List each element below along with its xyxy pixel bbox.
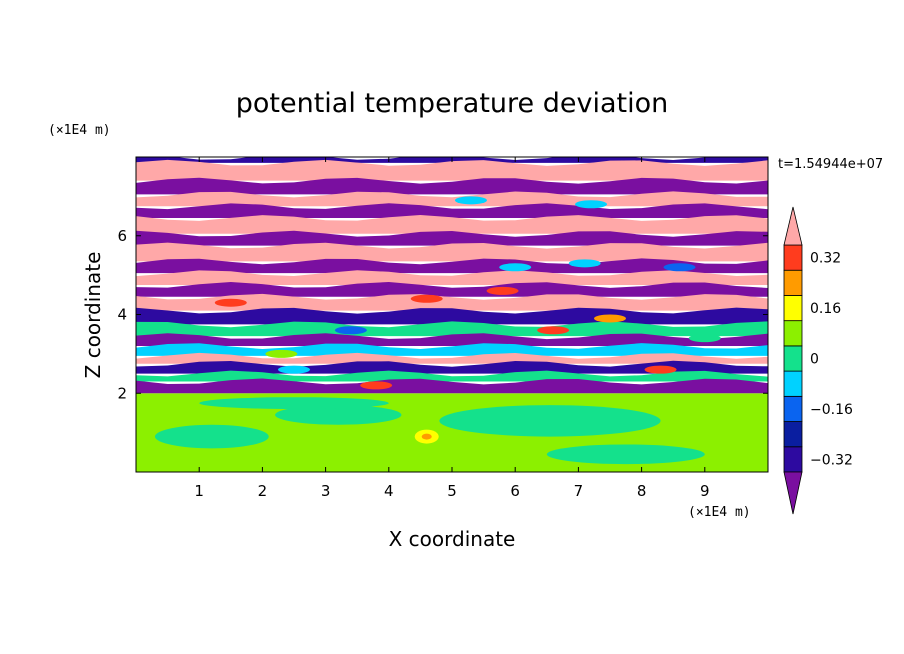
field-eddy: [644, 365, 677, 374]
field-eddy: [499, 263, 532, 272]
field-eddy: [214, 298, 247, 307]
colorbar-tick-label: 0.16: [810, 301, 841, 317]
field-band: [136, 282, 768, 297]
field-eddy: [537, 326, 570, 335]
colorbar-box: [783, 320, 803, 347]
field-patch: [546, 444, 705, 465]
field-band: [136, 258, 768, 274]
y-tick-label: 6: [117, 227, 127, 245]
colorbar-box: [783, 395, 803, 422]
x-tick-label: 2: [258, 482, 268, 500]
x-tick-label: 4: [384, 482, 394, 500]
field-band: [136, 177, 768, 195]
field-patch: [421, 433, 432, 440]
field-eddy: [688, 334, 721, 343]
field-band: [136, 191, 768, 207]
field-eddy: [265, 349, 298, 358]
field-band: [136, 333, 768, 346]
field-patch: [199, 397, 389, 409]
x-tick-label: 9: [700, 482, 710, 500]
field-eddy: [486, 286, 519, 295]
colorbar-tick-label: 0: [810, 352, 819, 368]
field-band: [136, 215, 768, 234]
contour-field: [136, 157, 768, 472]
colorbar-tick-label: 0.32: [810, 251, 841, 267]
colorbar-bottom-arrow: [783, 471, 803, 515]
colorbar-box: [783, 446, 803, 473]
y-tick-label: 2: [117, 384, 127, 402]
time-label: t=1.54944e+07: [778, 157, 883, 172]
field-band: [136, 352, 768, 364]
field-eddy: [594, 314, 626, 323]
x-axis: 1 2 3 4 5 6 7 8 9: [194, 157, 710, 500]
field-patch: [154, 424, 269, 449]
y-axis: 2 4 6: [117, 227, 768, 402]
field-patch: [439, 405, 661, 437]
field-eddy: [278, 365, 310, 374]
field-band: [136, 230, 768, 246]
field-eddy: [663, 263, 696, 272]
y-axis-label: Z coordinate: [81, 252, 105, 379]
chart-title: potential temperature deviation: [236, 88, 668, 119]
colorbar-box: [783, 244, 803, 271]
colorbar-tick-label: −0.32: [810, 452, 853, 468]
field-patch: [275, 405, 402, 425]
colorbar-box: [783, 370, 803, 397]
colorbar-box: [783, 345, 803, 372]
colorbar-tick-label: −0.16: [810, 402, 853, 418]
colorbar-box: [783, 269, 803, 296]
y-tick-label: 4: [117, 306, 127, 324]
x-tick-label: 3: [321, 482, 331, 500]
y-unit-label: (×1E4 m): [48, 123, 111, 138]
colorbar: 0.32 0.16 0 −0.16 −0.32: [783, 206, 853, 515]
field-band: [136, 378, 768, 394]
field-eddy: [575, 200, 608, 209]
x-tick-label: 1: [194, 482, 204, 500]
colorbar-top-arrow: [783, 206, 803, 246]
field-eddy: [360, 381, 393, 390]
x-tick-label: 8: [637, 482, 647, 500]
field-eddy: [334, 326, 367, 335]
field-eddy: [410, 294, 443, 303]
field-band: [136, 159, 768, 181]
field-eddy: [454, 196, 487, 205]
field-band: [136, 293, 768, 311]
colorbar-box: [783, 421, 803, 448]
x-tick-label: 5: [447, 482, 457, 500]
x-tick-label: 7: [574, 482, 584, 500]
field-eddy: [568, 259, 601, 268]
field-band: [136, 370, 768, 382]
field-band: [136, 321, 768, 337]
field-band: [136, 270, 768, 285]
x-axis-label: X coordinate: [389, 527, 516, 551]
x-unit-label: (×1E4 m): [688, 505, 751, 520]
field-band: [136, 203, 768, 219]
x-tick-label: 6: [510, 482, 520, 500]
field-band: [136, 242, 768, 262]
colorbar-box: [783, 295, 803, 322]
